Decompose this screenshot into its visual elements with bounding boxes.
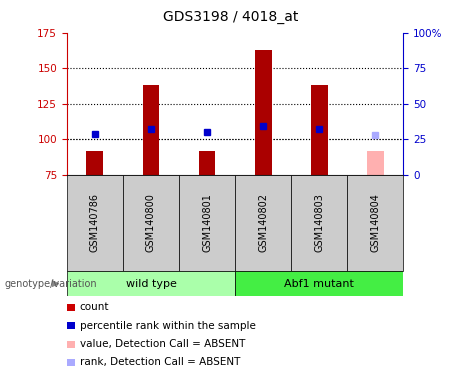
Text: genotype/variation: genotype/variation <box>5 278 97 289</box>
Bar <box>67 271 235 296</box>
Bar <box>123 175 179 271</box>
Bar <box>87 151 103 175</box>
Bar <box>235 271 403 296</box>
Text: count: count <box>80 302 109 312</box>
Bar <box>235 175 291 271</box>
Bar <box>67 175 123 271</box>
Text: GSM140804: GSM140804 <box>370 193 380 252</box>
Text: wild type: wild type <box>125 278 177 289</box>
Text: GSM140800: GSM140800 <box>146 193 156 252</box>
Bar <box>311 85 328 175</box>
Bar <box>347 175 403 271</box>
Bar <box>179 175 235 271</box>
Text: percentile rank within the sample: percentile rank within the sample <box>80 321 256 331</box>
Bar <box>367 151 384 175</box>
Text: GDS3198 / 4018_at: GDS3198 / 4018_at <box>163 10 298 23</box>
Text: rank, Detection Call = ABSENT: rank, Detection Call = ABSENT <box>80 358 240 367</box>
Text: GSM140802: GSM140802 <box>258 193 268 252</box>
Bar <box>142 85 160 175</box>
Text: GSM140801: GSM140801 <box>202 193 212 252</box>
Text: Abf1 mutant: Abf1 mutant <box>284 278 354 289</box>
Text: GSM140803: GSM140803 <box>314 193 324 252</box>
Bar <box>291 175 347 271</box>
Text: value, Detection Call = ABSENT: value, Detection Call = ABSENT <box>80 339 245 349</box>
Bar <box>255 50 272 175</box>
Text: GSM140786: GSM140786 <box>90 193 100 252</box>
Bar <box>199 151 215 175</box>
